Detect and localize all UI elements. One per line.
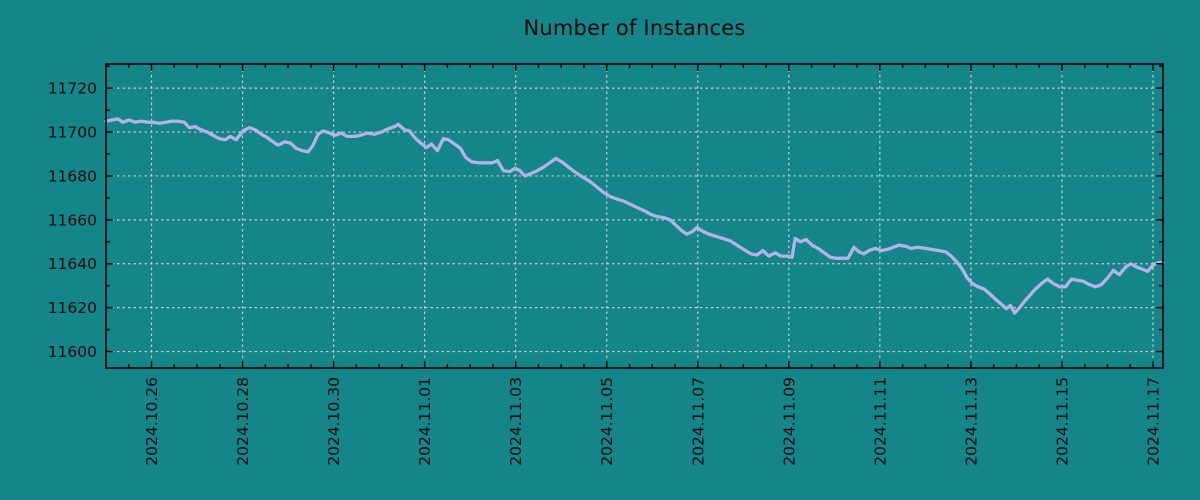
y-tick-label: 11620 bbox=[48, 299, 97, 317]
y-tick-label: 11720 bbox=[48, 80, 97, 98]
y-tick-label: 11680 bbox=[48, 167, 97, 185]
x-tick-label: 2024.11.17 bbox=[1144, 377, 1162, 466]
x-tick-label: 2024.11.05 bbox=[598, 377, 616, 466]
x-tick-label: 2024.11.07 bbox=[689, 377, 707, 466]
x-tick-label: 2024.11.13 bbox=[962, 377, 980, 466]
y-tick-label: 11660 bbox=[48, 211, 97, 229]
x-tick-label: 2024.10.26 bbox=[143, 377, 161, 466]
y-tick-label: 11640 bbox=[48, 255, 97, 273]
x-tick-label: 2024.11.15 bbox=[1053, 377, 1071, 466]
axis-frame bbox=[105, 63, 1164, 369]
x-tick-label: 2024.11.01 bbox=[416, 377, 434, 466]
series-line-instances bbox=[104, 117, 1165, 315]
y-tick-label: 11600 bbox=[48, 343, 97, 361]
x-tick-label: 2024.11.11 bbox=[871, 377, 889, 466]
y-tick-label: 11700 bbox=[48, 124, 97, 142]
x-tick-label: 2024.11.09 bbox=[780, 377, 798, 466]
x-tick-label: 2024.10.28 bbox=[234, 377, 252, 466]
chart-title: Number of Instances bbox=[523, 16, 746, 40]
x-tick-label: 2024.11.03 bbox=[507, 377, 525, 466]
x-tick-label: 2024.10.30 bbox=[325, 377, 343, 466]
